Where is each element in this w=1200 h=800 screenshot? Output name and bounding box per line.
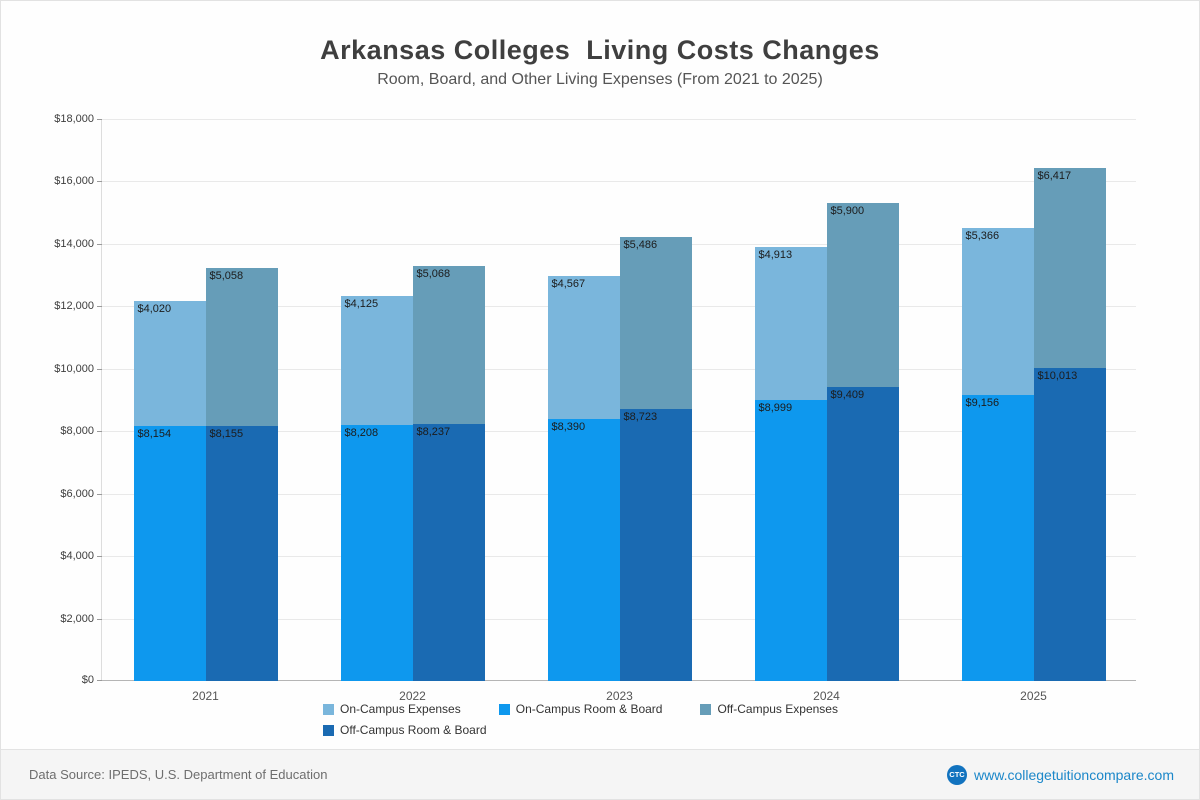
legend-item-label: Off-Campus Expenses bbox=[717, 702, 838, 716]
legend-marker-icon bbox=[700, 703, 712, 715]
gridline bbox=[102, 243, 1136, 245]
y-tick-mark bbox=[97, 431, 102, 433]
y-tick-mark bbox=[97, 306, 102, 308]
legend-marker-icon bbox=[323, 703, 334, 715]
y-tick-label: $10,000 bbox=[54, 362, 94, 375]
chart-title: Arkansas Colleges Living Costs Changes bbox=[320, 35, 880, 65]
y-tick-label: $4,000 bbox=[60, 550, 94, 563]
y-tick-label: $0 bbox=[81, 674, 94, 686]
y-tick-label: $12,000 bbox=[54, 300, 94, 313]
bar-segment[interactable] bbox=[826, 387, 899, 681]
bar-segment[interactable] bbox=[826, 203, 899, 388]
y-tick-label: $16,000 bbox=[54, 175, 94, 188]
bar-segment[interactable] bbox=[619, 408, 692, 681]
bar-value-label: $8,155 bbox=[209, 428, 244, 441]
gridline bbox=[102, 119, 1136, 120]
legend-item-label: On-Campus Expenses bbox=[340, 702, 461, 716]
x-axis-label: 2025 bbox=[1020, 689, 1047, 703]
bar-segment[interactable] bbox=[412, 423, 485, 681]
bar-value-label: $4,125 bbox=[344, 297, 379, 310]
bar-segment[interactable] bbox=[547, 419, 620, 681]
legend-item[interactable]: On-Campus Room & Board bbox=[498, 702, 663, 716]
bar-segment[interactable] bbox=[412, 265, 485, 424]
bar-value-label: $8,390 bbox=[551, 421, 586, 434]
site-url: www.collegetuitioncompare.com bbox=[974, 766, 1174, 783]
legend-item[interactable]: Off-Campus Room & Board bbox=[323, 723, 487, 737]
x-axis-label: 2022 bbox=[399, 689, 426, 703]
gridline bbox=[102, 181, 1136, 183]
bar-value-label: $9,409 bbox=[830, 389, 865, 402]
bar-value-label: $5,058 bbox=[209, 270, 244, 283]
y-tick-label: $6,000 bbox=[60, 487, 94, 500]
chart-subtitle: Room, Board, and Other Living Expenses (… bbox=[377, 71, 823, 88]
bar-segment[interactable] bbox=[340, 424, 413, 681]
bar-segment[interactable] bbox=[1033, 168, 1106, 369]
y-tick-mark bbox=[97, 618, 102, 620]
bar-value-label: $6,417 bbox=[1037, 170, 1072, 183]
bar-value-label: $8,999 bbox=[758, 402, 793, 415]
bar-value-label: $8,154 bbox=[137, 428, 172, 441]
bar-segment[interactable] bbox=[205, 426, 278, 681]
legend-marker-icon bbox=[498, 703, 510, 715]
legend-item-label: Off-Campus Room & Board bbox=[340, 723, 487, 737]
y-tick-label: $2,000 bbox=[60, 612, 94, 625]
bar-segment[interactable] bbox=[547, 276, 620, 420]
y-tick-mark bbox=[97, 181, 102, 183]
plot-area: $0 $2,000 $4,000 $6,000 $8,000 $10,000 $12,000… bbox=[54, 113, 1136, 703]
legend: On-Campus Expenses On-Campus Room & Board… bbox=[323, 702, 898, 737]
bar-segment[interactable] bbox=[961, 395, 1034, 681]
bar-segment[interactable] bbox=[133, 426, 206, 681]
bar-segment[interactable] bbox=[1033, 368, 1106, 681]
legend-item[interactable]: On-Campus Expenses bbox=[323, 702, 461, 716]
y-tick-mark bbox=[97, 368, 102, 370]
bar-value-label: $4,020 bbox=[137, 302, 172, 315]
bar-value-label: $8,208 bbox=[344, 426, 379, 439]
data-source-text: Data Source: IPEDS, U.S. Department of E… bbox=[29, 767, 328, 782]
legend-item[interactable]: Off-Campus Expenses bbox=[700, 702, 838, 716]
bar-value-label: $9,156 bbox=[965, 397, 1000, 410]
y-tick-mark bbox=[97, 680, 102, 681]
x-axis-label: 2024 bbox=[813, 689, 840, 703]
bar-value-label: $8,723 bbox=[623, 410, 658, 423]
bar-segment[interactable] bbox=[340, 295, 413, 425]
bar-segment[interactable] bbox=[754, 400, 827, 681]
ctc-logo-icon: CTC bbox=[947, 764, 968, 785]
footer: Data Source: IPEDS, U.S. Department of E… bbox=[1, 749, 1199, 799]
y-tick-label: $14,000 bbox=[54, 237, 94, 250]
site-link[interactable]: CTC www.collegetuitioncompare.com bbox=[947, 764, 1174, 785]
y-tick-mark bbox=[97, 493, 102, 495]
bar-segment[interactable] bbox=[205, 268, 278, 427]
bar-value-label: $4,567 bbox=[551, 278, 586, 291]
bar-value-label: $5,486 bbox=[623, 239, 658, 252]
bar-value-label: $10,013 bbox=[1037, 370, 1078, 383]
bar-value-label: $5,366 bbox=[965, 229, 1000, 242]
x-axis-label: 2021 bbox=[192, 689, 219, 703]
bar-segment[interactable] bbox=[754, 246, 827, 401]
bar-segment[interactable] bbox=[961, 227, 1034, 396]
x-axis-label: 2023 bbox=[606, 689, 633, 703]
bar-value-label: $5,068 bbox=[416, 267, 451, 280]
legend-item-label: On-Campus Room & Board bbox=[515, 702, 663, 716]
y-tick-label: $8,000 bbox=[60, 425, 94, 438]
bar-value-label: $8,237 bbox=[416, 425, 451, 438]
bar-value-label: $5,900 bbox=[830, 205, 865, 218]
bar-segment[interactable] bbox=[619, 237, 692, 409]
bar-segment[interactable] bbox=[133, 300, 206, 427]
y-tick-label: $18,000 bbox=[54, 113, 94, 125]
legend-marker-icon bbox=[323, 724, 334, 736]
y-tick-mark bbox=[97, 556, 102, 558]
bar-value-label: $4,913 bbox=[758, 248, 793, 261]
y-tick-mark bbox=[97, 243, 102, 245]
y-tick-mark bbox=[97, 119, 102, 120]
